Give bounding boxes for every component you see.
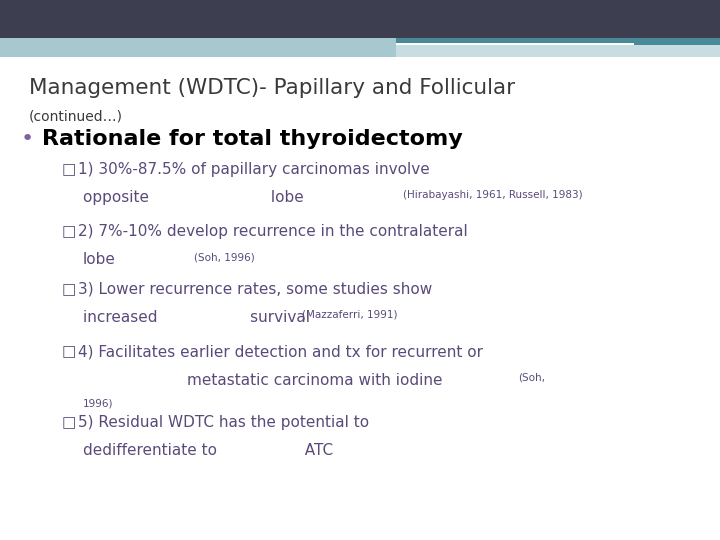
Text: 1996): 1996) [83, 399, 113, 409]
Text: (continued…): (continued…) [29, 109, 123, 123]
Text: 4) Facilitates earlier detection and tx for recurrent or: 4) Facilitates earlier detection and tx … [78, 345, 482, 360]
Text: 3) Lower recurrence rates, some studies show: 3) Lower recurrence rates, some studies … [78, 282, 432, 297]
Text: opposite                         lobe: opposite lobe [83, 190, 304, 205]
Text: 2) 7%-10% develop recurrence in the contralateral: 2) 7%-10% develop recurrence in the cont… [78, 224, 467, 239]
Text: □: □ [61, 162, 76, 177]
Bar [396, 45, 720, 57]
Bar [0, 0, 720, 40]
Text: Rationale for total thyroidectomy: Rationale for total thyroidectomy [42, 129, 462, 148]
Bar [396, 43, 634, 50]
Text: dedifferentiate to                  ATC: dedifferentiate to ATC [83, 443, 333, 458]
Text: (Soh,: (Soh, [518, 373, 546, 383]
Text: increased                   survival: increased survival [83, 310, 310, 325]
Text: (Hirabayashi, 1961, Russell, 1983): (Hirabayashi, 1961, Russell, 1983) [403, 190, 582, 200]
Text: 5) Residual WDTC has the potential to: 5) Residual WDTC has the potential to [78, 415, 369, 430]
Bar [0, 38, 396, 57]
Text: Management (WDTC)- Papillary and Follicular: Management (WDTC)- Papillary and Follicu… [29, 78, 515, 98]
Text: □: □ [61, 282, 76, 297]
Text: □: □ [61, 345, 76, 360]
Text: □: □ [61, 415, 76, 430]
Text: lobe: lobe [83, 252, 116, 267]
Text: (Soh, 1996): (Soh, 1996) [194, 252, 255, 262]
Text: 1) 30%-87.5% of papillary carcinomas involve: 1) 30%-87.5% of papillary carcinomas inv… [78, 162, 430, 177]
Text: (Mazzaferri, 1991): (Mazzaferri, 1991) [302, 310, 398, 320]
Text: metastatic carcinoma with iodine: metastatic carcinoma with iodine [187, 373, 443, 388]
Text: •: • [20, 129, 33, 148]
Text: □: □ [61, 224, 76, 239]
Bar [0, 38, 720, 57]
